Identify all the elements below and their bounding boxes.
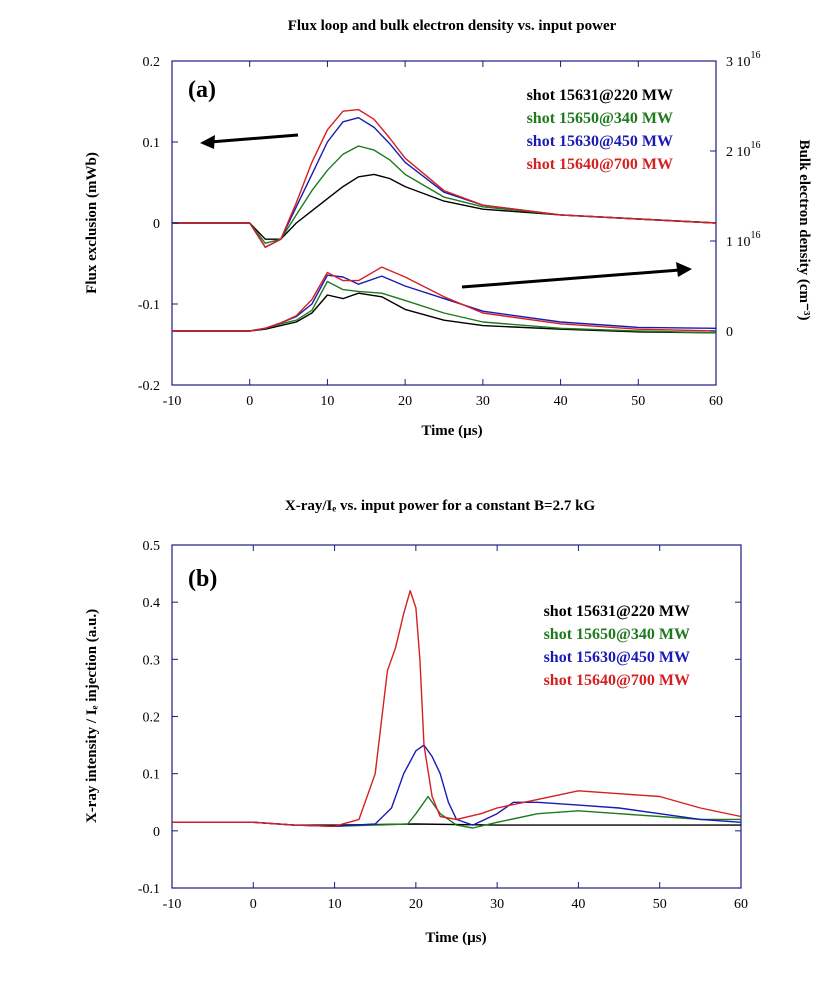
y-tick-label: 0	[153, 825, 160, 840]
legend-entry: shot 15640@700 MW	[527, 156, 673, 173]
panel-a: Flux loop and bulk electron density vs. …	[84, 18, 812, 439]
panel-a-legend: shot 15631@220 MW shot 15650@340 MW shot 1…	[527, 87, 673, 173]
y-tick-label: 0.1	[143, 768, 161, 783]
legend-entry: shot 15650@340 MW	[527, 110, 673, 127]
x-tick-label: 40	[554, 394, 568, 409]
x-tick-label: 20	[398, 394, 412, 409]
panel-a-label: (a)	[188, 77, 216, 103]
x-tick-label: 50	[653, 897, 667, 912]
x-tick-label: 30	[476, 394, 490, 409]
panel-a-x-axis-label: Time (µs)	[421, 423, 482, 439]
x-tick-label: -10	[163, 897, 182, 912]
legend-entry: shot 15630@450 MW	[527, 133, 673, 150]
panel-a-y2-axis-label: Bulk electron density (cm⁻³)	[796, 140, 812, 321]
panel-a-arrows	[200, 133, 692, 289]
y2-tick-label: 3 1016	[726, 50, 761, 70]
legend-entry: shot 15631@220 MW	[544, 603, 690, 620]
left-arrow-head-icon	[200, 135, 215, 149]
panel-b-frame	[171, 544, 742, 889]
panel-b-label: (b)	[188, 566, 217, 592]
right-arrow-shaft	[461, 268, 681, 289]
y2-tick-label: 1 1016	[726, 230, 761, 250]
y-tick-label: 0.2	[143, 711, 161, 726]
panel-a-plot-area	[171, 60, 717, 386]
panel-b-plot-area	[171, 544, 742, 889]
x-tick-label: 60	[709, 394, 723, 409]
y-tick-label: 0.4	[143, 596, 161, 611]
x-tick-label: 10	[320, 394, 334, 409]
panel-b-x-axis-label: Time (µs)	[425, 930, 486, 946]
panel-b-y-axis-label: X-ray intensity / Iₑ injection (a.u.)	[84, 609, 100, 823]
legend-entry: shot 15630@450 MW	[544, 649, 690, 666]
x-tick-label: 60	[734, 897, 748, 912]
y-tick-label: -0.1	[138, 882, 160, 897]
x-tick-label: 20	[409, 897, 423, 912]
panel-a-title: Flux loop and bulk electron density vs. …	[288, 18, 617, 34]
x-tick-label: 50	[631, 394, 645, 409]
panel-b-legend: shot 15631@220 MW shot 15650@340 MW shot 1…	[544, 603, 690, 689]
panel-a-y-axis-label: Flux exclusion (mWb)	[84, 152, 100, 294]
panel-b-title: X-ray/Iₑ vs. input power for a constant …	[285, 498, 596, 514]
series-line-shot-15640-700-mw	[172, 590, 742, 827]
flux-series-line-shot-15640-700-mw	[172, 108, 717, 248]
legend-entry: shot 15631@220 MW	[527, 87, 673, 104]
y2-tick-label: 2 1016	[726, 140, 761, 160]
left-arrow-shaft	[209, 133, 299, 144]
y-tick-label: -0.2	[138, 379, 160, 394]
panel-b: X-ray/Iₑ vs. input power for a constant …	[84, 498, 748, 946]
y-tick-label: -0.1	[138, 298, 160, 313]
y-tick-label: 0.1	[143, 136, 161, 151]
y2-tick-label: 0	[726, 325, 733, 340]
y-tick-label: 0.2	[143, 55, 161, 70]
flux-series-line-shot-15631-220-mw	[172, 173, 717, 240]
panel-a-y-ticks: -0.2 -0.1 0 0.1 0.2	[138, 55, 178, 394]
panel-a-x-ticks: -10 0 10 20 30 40 50 60	[163, 61, 723, 409]
right-arrow-head-icon	[676, 262, 692, 277]
series-line-shot-15630-450-mw	[172, 744, 742, 827]
x-tick-label: 30	[490, 897, 504, 912]
x-tick-label: 10	[328, 897, 342, 912]
panel-a-y2-ticks: 0 1 1016 2 1016 3 1016	[710, 50, 761, 340]
density-series-line-shot-15631-220-mw	[172, 292, 717, 334]
x-tick-label: -10	[163, 394, 182, 409]
x-tick-label: 0	[250, 897, 257, 912]
density-series-line-shot-15630-450-mw	[172, 274, 717, 332]
flux-series-line-shot-15650-340-mw	[172, 145, 717, 244]
x-tick-label: 40	[571, 897, 585, 912]
panel-b-x-ticks: -10 0 10 20 30 40 50 60	[163, 545, 748, 912]
y-tick-label: 0	[153, 217, 160, 232]
legend-entry: shot 15640@700 MW	[544, 672, 690, 689]
y-tick-label: 0.5	[143, 539, 161, 554]
x-tick-label: 0	[246, 394, 253, 409]
y-tick-label: 0.3	[143, 653, 161, 668]
density-series-line-shot-15640-700-mw	[172, 266, 717, 332]
panel-b-y-ticks: -0.1 0 0.1 0.2 0.3 0.4 0.5	[138, 539, 741, 897]
legend-entry: shot 15650@340 MW	[544, 626, 690, 643]
density-series-line-shot-15650-340-mw	[172, 280, 717, 334]
